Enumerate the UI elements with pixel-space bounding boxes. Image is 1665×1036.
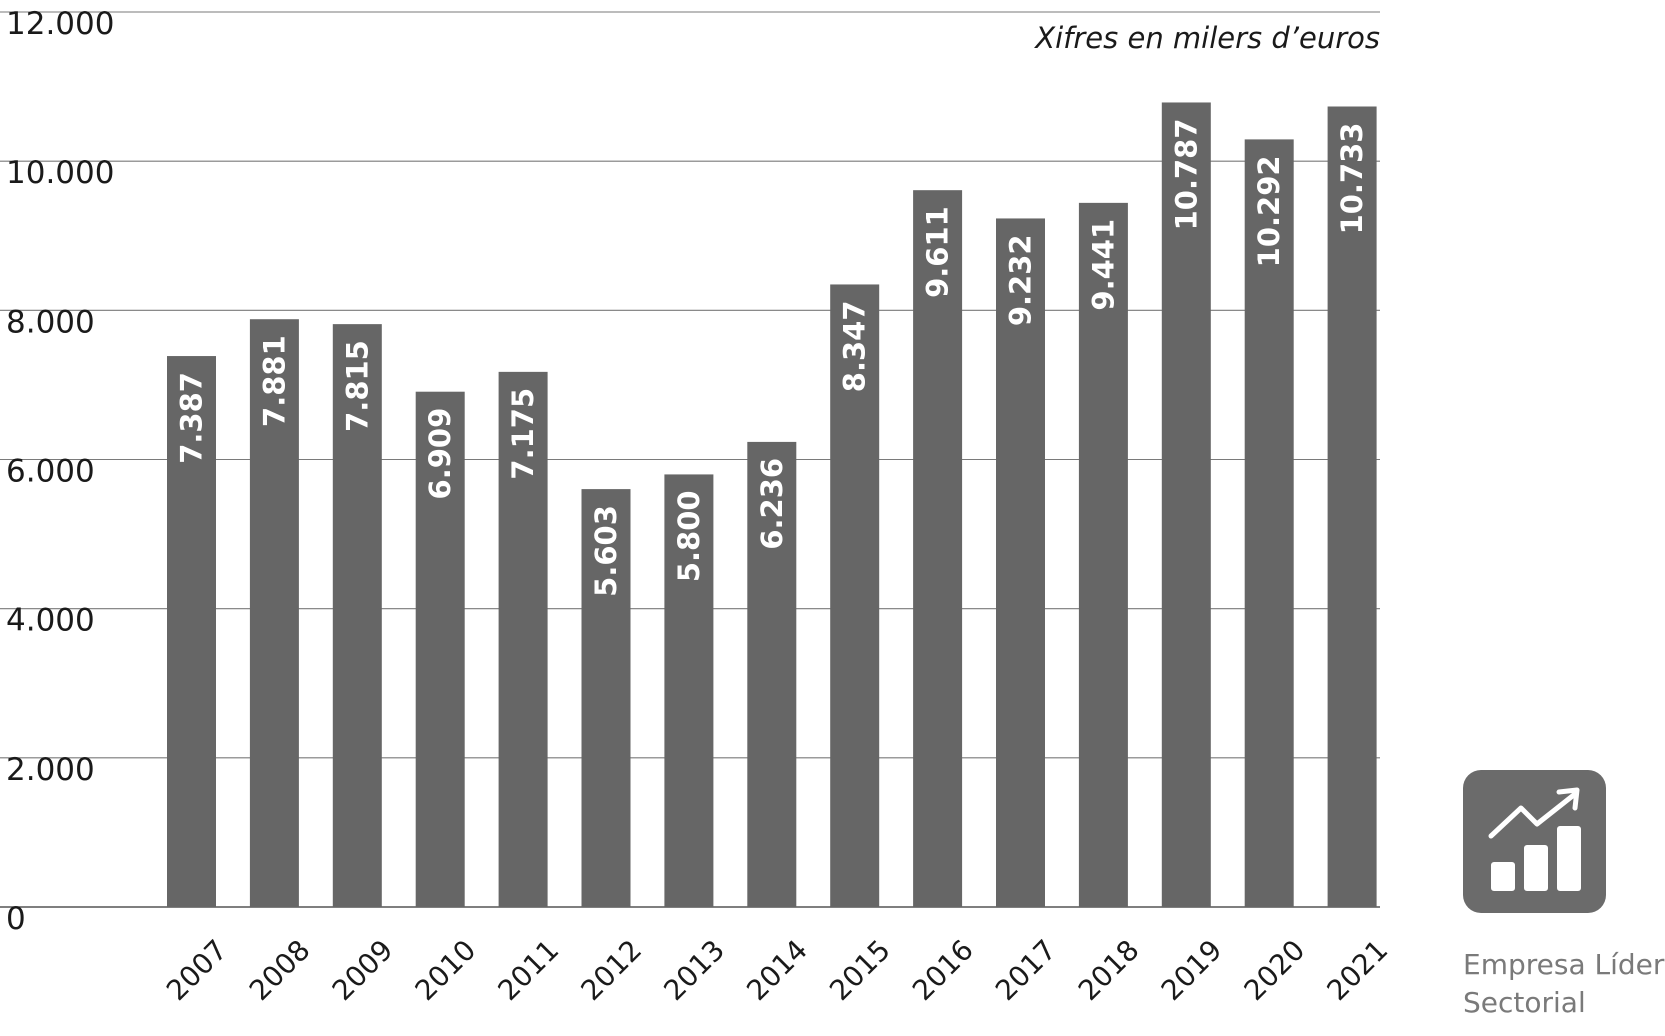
x-tick-label-2007: 2007 — [160, 933, 234, 1007]
data-label-2017: 9.232 — [1004, 234, 1038, 326]
bar-2013 — [664, 474, 714, 907]
x-tick-label-2017: 2017 — [989, 933, 1063, 1007]
y-tick-label: 6.000 — [6, 454, 95, 490]
data-label-2009: 7.815 — [340, 340, 374, 432]
x-tick-label-2010: 2010 — [409, 933, 483, 1007]
data-label-2014: 6.236 — [755, 458, 789, 550]
badge-label-line1: Empresa Líder — [1463, 948, 1665, 981]
y-axis-ticks: 0 2.000 4.000 6.000 8.000 10.000 12.000 — [6, 6, 114, 937]
data-label-2016: 9.611 — [921, 206, 955, 298]
data-label-2020: 10.292 — [1252, 155, 1286, 267]
x-tick-label-2020: 2020 — [1238, 933, 1312, 1007]
bar-2018 — [1078, 202, 1128, 907]
x-tick-label-2008: 2008 — [243, 933, 317, 1007]
x-axis-ticks: 2007 2008 2009 2010 2011 2012 2013 2014 2015 2016… — [160, 933, 1394, 1007]
data-label-2011: 7.175 — [506, 388, 540, 480]
gridlines — [0, 11, 1380, 908]
y-tick-label: 8.000 — [6, 304, 95, 340]
data-label-2008: 7.881 — [257, 335, 291, 427]
bar-2010 — [415, 391, 465, 907]
x-tick-label-2013: 2013 — [657, 933, 731, 1007]
data-label-2021: 10.733 — [1335, 122, 1369, 234]
x-tick-label-2012: 2012 — [574, 933, 648, 1007]
x-tick-label-2015: 2015 — [823, 933, 897, 1007]
data-label-2019: 10.787 — [1169, 118, 1203, 230]
bar-2020 — [1244, 139, 1294, 908]
bar-2016 — [913, 190, 963, 908]
x-tick-label-2009: 2009 — [326, 933, 400, 1007]
bar-2007 — [167, 356, 216, 907]
leader-badge — [1463, 770, 1606, 913]
x-tick-label-2014: 2014 — [740, 933, 814, 1007]
bar-2017 — [996, 218, 1045, 908]
bar-2009 — [332, 324, 382, 908]
y-tick-label: 12.000 — [6, 6, 114, 42]
units-note: Xifres en milers d’euros — [1033, 21, 1380, 55]
data-label-2015: 8.347 — [838, 300, 872, 392]
bar-2008 — [249, 319, 299, 907]
bars — [167, 102, 1377, 908]
y-tick-label: 4.000 — [6, 603, 95, 639]
y-tick-label: 2.000 — [6, 752, 95, 788]
x-tick-label-2018: 2018 — [1072, 933, 1146, 1007]
bar-2015 — [830, 284, 880, 908]
badge-label-line2: Sectorial — [1463, 986, 1586, 1019]
x-tick-label-2019: 2019 — [1155, 933, 1229, 1007]
data-label-2012: 5.603 — [589, 505, 623, 597]
data-label-2013: 5.800 — [672, 490, 706, 582]
x-tick-label-2016: 2016 — [906, 933, 980, 1007]
data-label-2007: 7.387 — [175, 372, 209, 464]
x-tick-label-2011: 2011 — [492, 933, 566, 1007]
x-tick-label-2021: 2021 — [1321, 933, 1395, 1007]
bar-2021 — [1327, 106, 1377, 908]
data-label-2010: 6.909 — [423, 408, 457, 500]
bar-2011 — [498, 371, 548, 907]
y-tick-label: 10.000 — [6, 155, 114, 191]
data-labels: 7.387 7.881 7.815 6.909 7.175 5.603 5.800 6.236… — [175, 118, 1370, 596]
y-tick-label: 0 — [6, 901, 26, 937]
badge-label: Empresa Líder Sectorial — [1463, 946, 1665, 1022]
data-label-2018: 9.441 — [1086, 219, 1120, 311]
growth-chart-icon — [1488, 787, 1581, 891]
bar-2014 — [747, 441, 797, 907]
bar-2012 — [581, 489, 631, 907]
bar-2019 — [1161, 102, 1211, 907]
